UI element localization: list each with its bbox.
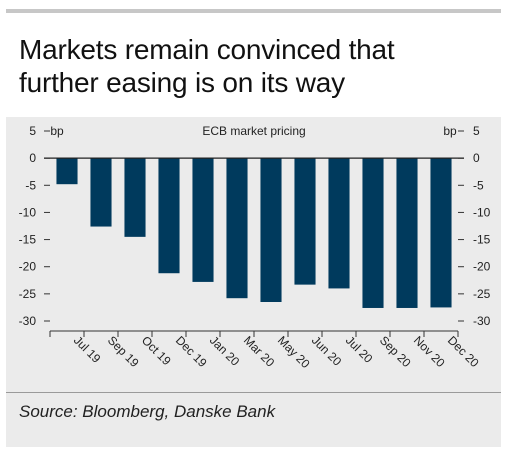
y-tick-label-right: -10 [473, 205, 491, 219]
y-tick-label-left: -30 [19, 314, 37, 328]
x-tick-label: Oct 19 [139, 333, 174, 368]
bar [56, 158, 78, 185]
y-tick-label-left: -15 [19, 233, 37, 247]
x-tick-label: May 20 [275, 333, 313, 371]
y-tick-label-left: 5 [29, 124, 36, 138]
bar [260, 158, 282, 302]
y-tick-label-right: 5 [473, 124, 480, 138]
bar [430, 158, 452, 308]
y-tick-label-left: -25 [19, 287, 37, 301]
bar-chart: ECB market pricing bp bp 5 5 0 0 -5 -5 -10 -10 -15 -… [19, 124, 491, 371]
chart-headline: Markets remain convinced that further ea… [19, 33, 489, 99]
bar [124, 158, 146, 237]
bar [294, 158, 316, 285]
x-tick-label: Jul 19 [71, 333, 104, 366]
left-unit-label: bp [50, 124, 64, 138]
bar [396, 158, 418, 308]
bar [362, 158, 384, 308]
x-tick-label: Dec 19 [173, 333, 210, 370]
headline-line-2: further easing is on its way [19, 67, 345, 98]
right-unit-label: bp [443, 124, 457, 138]
chart-title: ECB market pricing [202, 124, 305, 138]
y-tick-label-right: -25 [473, 287, 491, 301]
bar [90, 158, 112, 227]
y-tick-label-right: -5 [473, 178, 484, 192]
y-tick-label-left: 0 [29, 151, 36, 165]
x-tick-label: Sep 19 [105, 333, 142, 370]
y-tick-label-left: -20 [19, 260, 37, 274]
y-tick-label-right: -30 [473, 314, 491, 328]
x-tick-label: Mar 20 [241, 333, 278, 370]
bar [328, 158, 350, 289]
y-tick-label-left: -5 [25, 178, 36, 192]
y-tick-label-right: 0 [473, 151, 480, 165]
x-tick-label: Jul 20 [343, 333, 376, 366]
x-tick-label: Jun 20 [309, 333, 345, 369]
x-tick-label: Sep 20 [377, 333, 414, 370]
bar [158, 158, 180, 274]
source-note: Source: Bloomberg, Danske Bank [19, 402, 276, 421]
top-divider [6, 9, 501, 13]
x-tick-label: Dec 20 [445, 333, 482, 370]
y-tick-label-right: -20 [473, 260, 491, 274]
y-tick-label-left: -10 [19, 205, 37, 219]
x-tick-label: Nov 20 [411, 333, 448, 370]
headline-line-1: Markets remain convinced that [19, 34, 395, 65]
source-divider [6, 392, 501, 393]
bar [226, 158, 248, 299]
bar [192, 158, 214, 282]
x-tick-label: Jan 20 [207, 333, 243, 369]
y-tick-label-right: -15 [473, 233, 491, 247]
